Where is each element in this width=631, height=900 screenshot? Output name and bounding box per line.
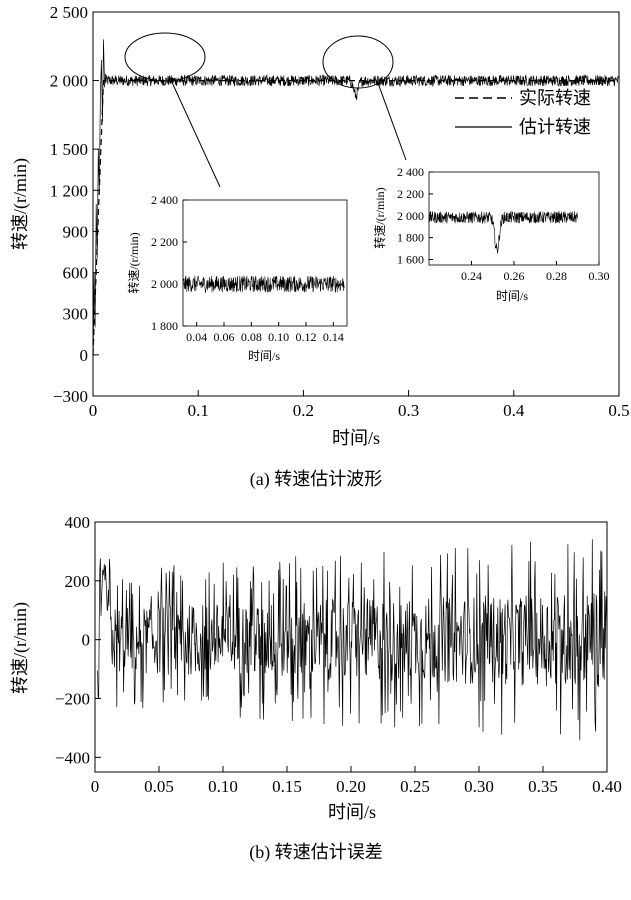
chart-a-ytick-label: 1 500 — [50, 140, 88, 159]
chart-a-frame — [92, 11, 620, 397]
chart-b-xtick-label: 0.25 — [400, 777, 430, 796]
chart-b-xlabel: 时间/s — [328, 802, 376, 822]
chart-a-legend: 实际转速 估计转速 — [455, 88, 591, 137]
chart-b-xtick-label: 0.05 — [144, 777, 174, 796]
chart-b-xtick-label: 0.30 — [464, 777, 494, 796]
series-speed-error — [97, 539, 608, 741]
inset-2-xtick-label: 0.28 — [546, 269, 567, 283]
chart-a-ytick-label: −300 — [53, 387, 88, 406]
chart-b-ytick-label: −400 — [55, 748, 90, 767]
chart-b-xtick-label: 0.10 — [208, 777, 238, 796]
chart-a-ytick-label: 300 — [63, 305, 89, 324]
series-estimated-speed — [92, 39, 620, 372]
zoom-leader-2 — [377, 82, 407, 161]
inset-1-ytick-label: 1 800 — [151, 319, 178, 333]
inset-1-ytick-label: 2 000 — [151, 277, 178, 291]
chart-b-ytick-label: 0 — [82, 631, 91, 650]
chart-b-ytick-label: 200 — [65, 572, 91, 591]
chart-a-xlabel: 时间/s — [332, 428, 380, 448]
inset-2-xlabel: 时间/s — [496, 289, 528, 303]
chart-b-xtick-label: 0 — [91, 777, 100, 796]
inset-2-xtick-label: 0.26 — [504, 269, 525, 283]
inset-1-xtick-label: 0.08 — [241, 330, 262, 344]
chart-a-ytick-label: 2 000 — [50, 72, 88, 91]
chart-a-xtick-label: 0.1 — [188, 401, 209, 420]
inset-2-ytick-label: 2 000 — [397, 209, 424, 223]
inset-1-xtick-label: 0.14 — [323, 330, 344, 344]
inset-1-ytick-label: 2 400 — [151, 193, 178, 207]
chart-b-xtick-label: 0.15 — [272, 777, 302, 796]
inset-2: 1 600 1 800 2 000 2 200 2 400 0.24 0.26 0.28 0.… — [372, 165, 610, 303]
inset-2-ytick-label: 1 600 — [397, 253, 424, 267]
zoom-ellipse-2 — [322, 35, 394, 89]
inset-2-ytick-label: 2 200 — [397, 187, 424, 201]
chart-a-xtick-label: 0 — [89, 401, 98, 420]
chart-a-ytick-label: 2 500 — [50, 3, 88, 22]
chart-b-xtick-label: 0.35 — [528, 777, 558, 796]
inset-1-series — [182, 275, 345, 293]
chart-b-ylabel: 转速/(r/min) — [10, 602, 31, 694]
chart-a-ytick-label: 1 200 — [50, 181, 88, 200]
inset-1-xtick-label: 0.12 — [296, 330, 317, 344]
chart-b-ytick-label: −200 — [55, 689, 90, 708]
chart-a-ylabel: 转速/(r/min) — [10, 158, 31, 250]
inset-2-ytick-label: 1 800 — [397, 231, 424, 245]
chart-a-xtick-label: 0.5 — [608, 401, 629, 420]
chart-a-caption: (a) 转速估计波形 — [250, 469, 382, 490]
inset-2-xtick-label: 0.30 — [589, 269, 610, 283]
inset-1-xtick-label: 0.04 — [186, 330, 207, 344]
inset-1-ytick-label: 2 200 — [151, 235, 178, 249]
inset-1-xtick-label: 0.06 — [214, 330, 235, 344]
legend-label-estimated: 估计转速 — [519, 117, 591, 137]
inset-1: 1 800 2 000 2 200 2 400 0.04 0.06 0.08 0.10 0.1… — [126, 193, 348, 363]
chart-b: −400 −200 0 200 400 0 0.05 0.10 0.15 0.20 0.25 0.3… — [10, 513, 622, 863]
chart-b-xtick-label: 0.20 — [336, 777, 366, 796]
zoom-ellipse-1 — [124, 32, 206, 82]
inset-1-xlabel: 时间/s — [248, 349, 280, 363]
inset-2-xtick-label: 0.24 — [461, 269, 482, 283]
chart-a-xtick-label: 0.2 — [293, 401, 314, 420]
inset-1-frame — [182, 199, 348, 327]
inset-2-ytick-label: 2 400 — [397, 165, 424, 179]
chart-a-ytick-label: 600 — [63, 264, 89, 283]
inset-1-ylabel: 转速/(r/min) — [126, 232, 141, 293]
chart-b-caption: (b) 转速估计误差 — [249, 842, 383, 863]
chart-b-ytick-label: 400 — [65, 513, 91, 532]
inset-1-xtick-label: 0.10 — [268, 330, 289, 344]
chart-a-ytick-label: 0 — [80, 346, 89, 365]
inset-2-ylabel: 转速/(r/min) — [372, 187, 387, 248]
chart-a-xtick-label: 0.4 — [503, 401, 525, 420]
zoom-leader-1 — [169, 77, 221, 188]
series-actual-speed — [92, 79, 619, 355]
chart-a-xtick-label: 0.3 — [398, 401, 419, 420]
legend-label-actual: 实际转速 — [519, 88, 591, 108]
inset-2-series — [428, 210, 579, 254]
chart-b-xtick-label: 0.40 — [592, 777, 622, 796]
chart-a-ytick-label: 900 — [63, 222, 89, 241]
